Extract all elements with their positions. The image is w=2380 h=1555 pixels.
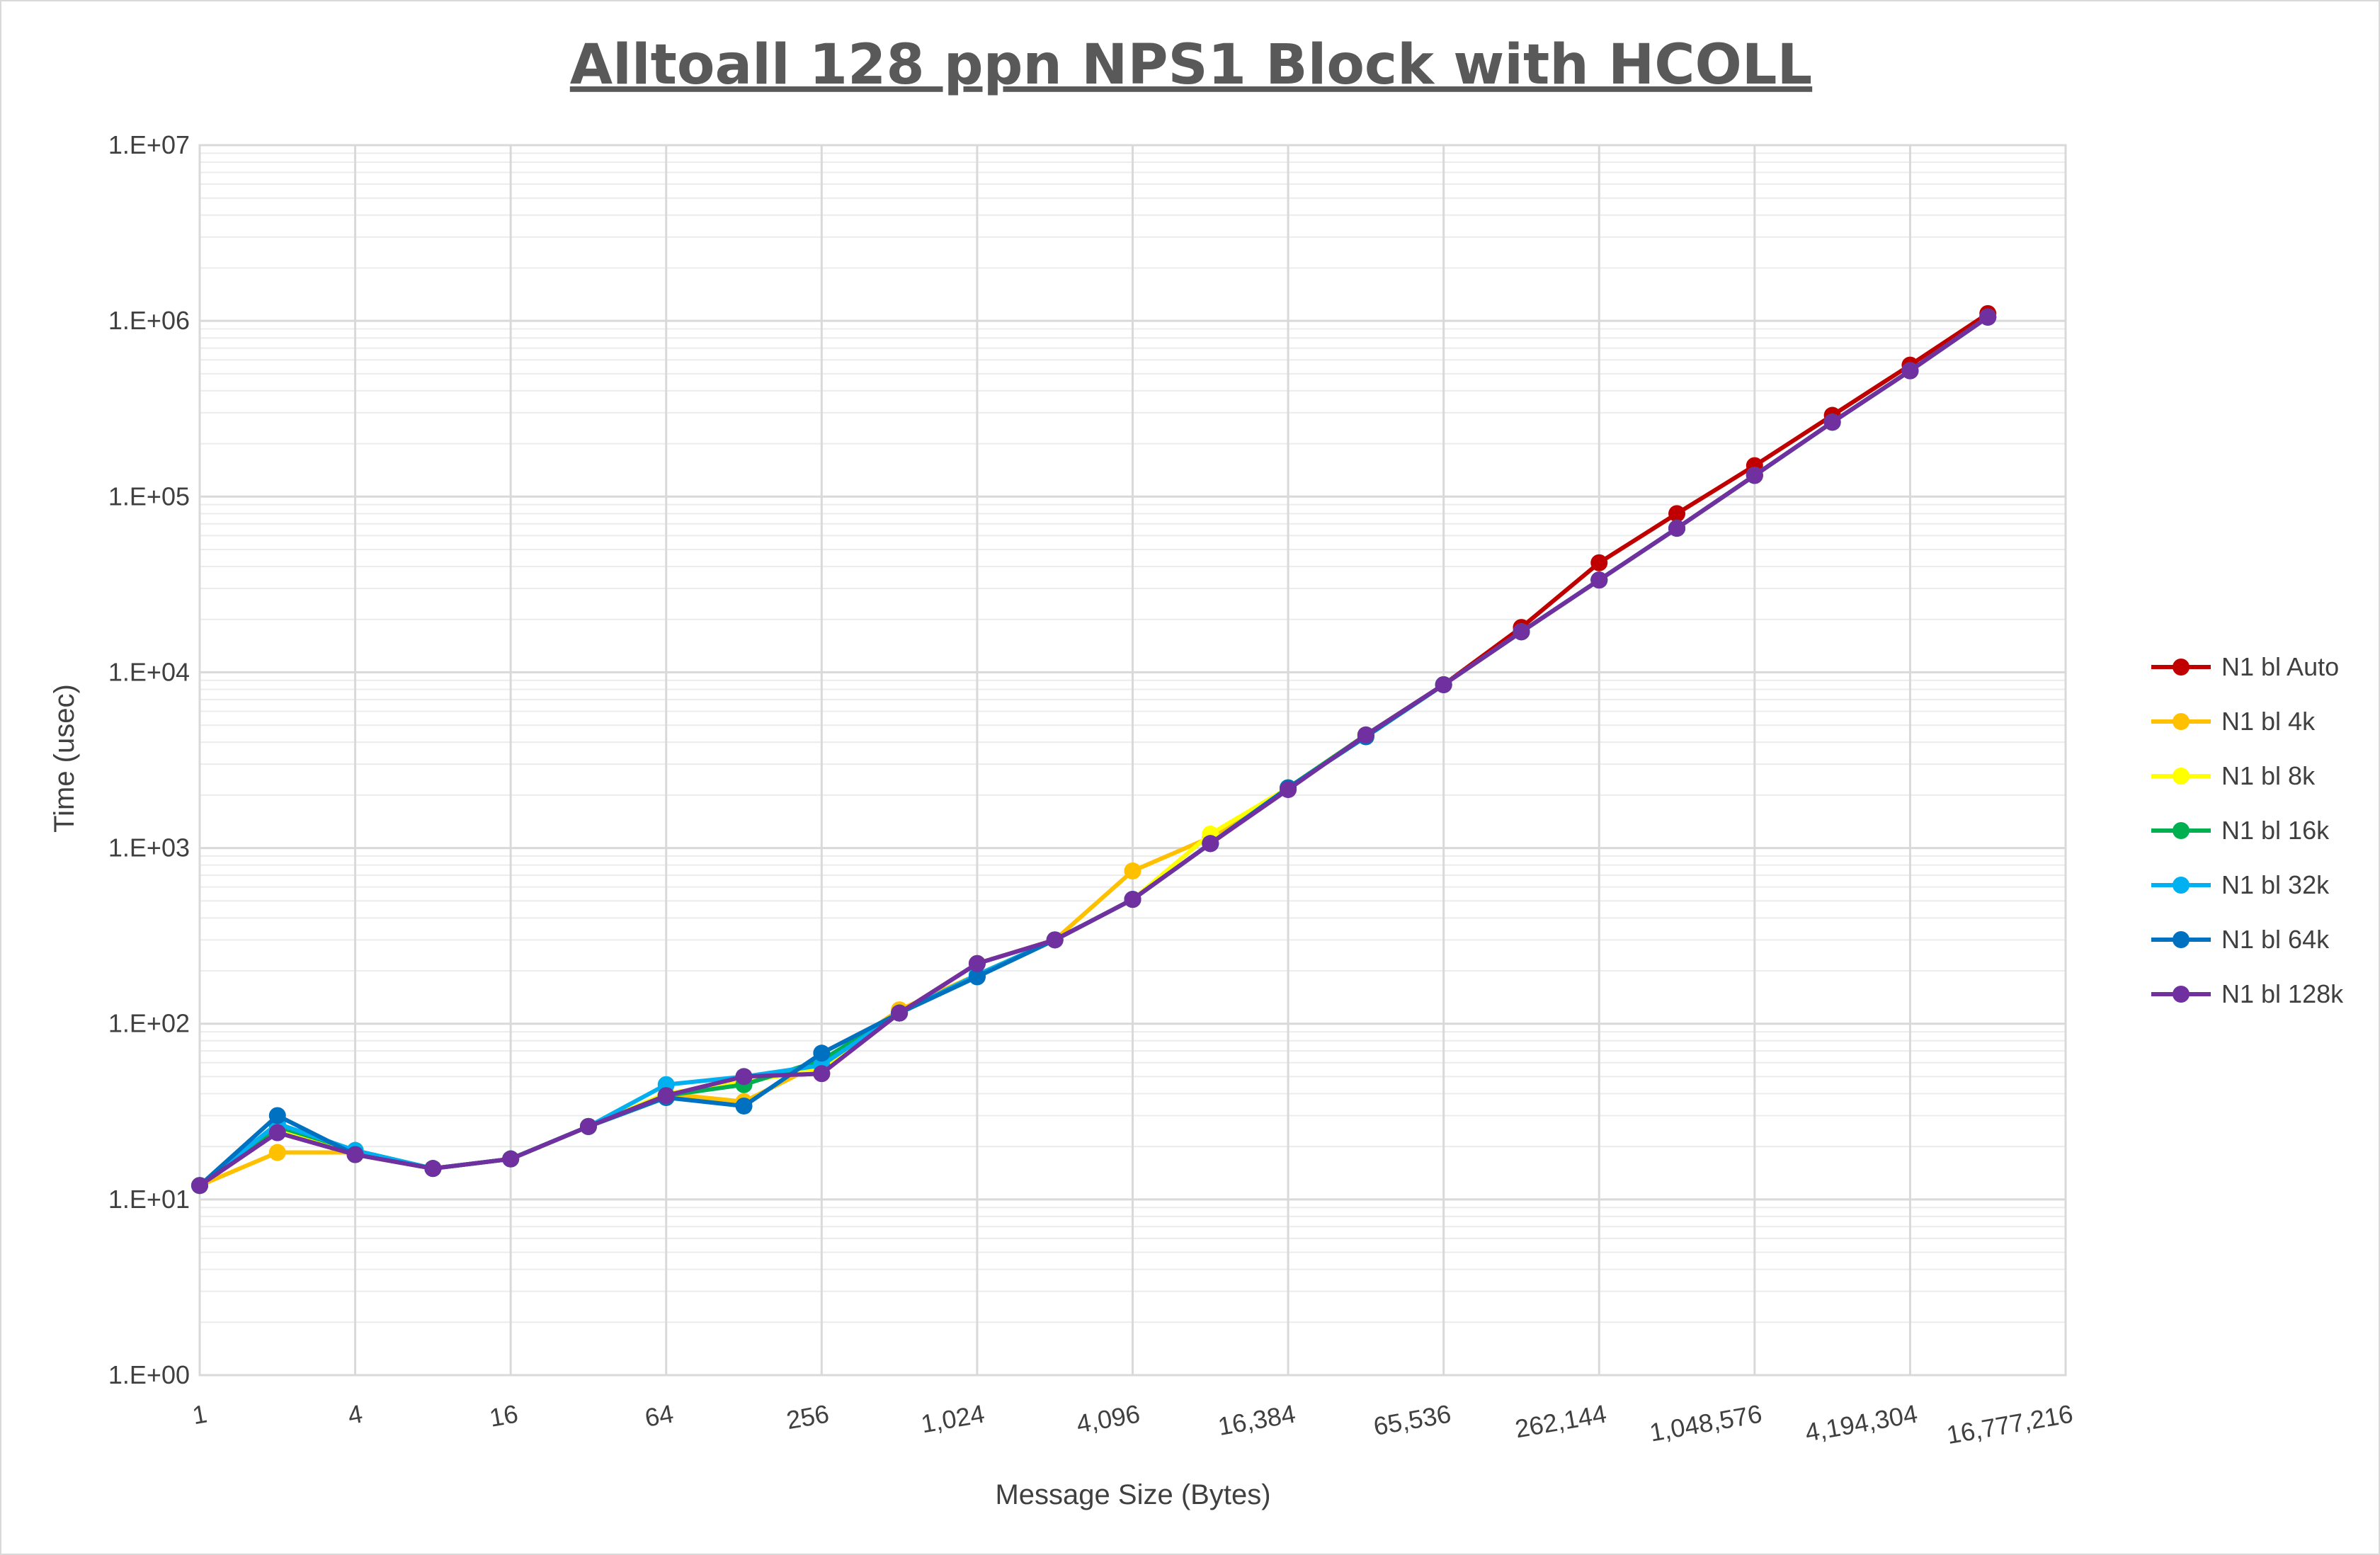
data-point [1124,891,1141,908]
legend-label: N1 bl 16k [2221,816,2330,845]
legend-swatch-marker [2173,877,2190,894]
data-point [502,1150,520,1168]
y-axis-label: Time (usec) [49,684,80,833]
series-line [198,315,1989,1187]
data-point [1979,308,1997,326]
y-tick-label: 1.E+06 [108,306,190,335]
data-point [424,1160,442,1178]
data-point [1202,835,1219,853]
y-tick-label: 1.E+04 [108,657,190,686]
y-tick-label: 1.E+07 [108,130,190,159]
legend: N1 bl Auto N1 bl 4k N1 bl 8k N1 bl 16k N1 bl… [2151,652,2344,1008]
data-point [1280,781,1297,799]
data-point [1668,520,1686,537]
legend-label: N1 bl 4k [2221,707,2316,736]
data-point [1513,623,1530,641]
data-point [191,1177,208,1195]
data-point [268,1124,286,1141]
series-n1-bl-128k [191,308,1997,1195]
data-point [1668,505,1686,523]
data-point [346,1146,364,1163]
legend-label: N1 bl 8k [2221,761,2316,790]
x-tick-label: 1,048,576 [1647,1399,1764,1447]
data-point [735,1068,753,1086]
data-point [268,1144,286,1161]
x-tick-label: 16 [487,1399,520,1432]
data-point [1046,931,1064,949]
data-point [968,955,986,972]
legend-swatch-marker [2173,986,2190,1003]
data-point [1823,414,1841,431]
series-n1-bl-auto [191,304,1997,1195]
x-tick-label: 262,144 [1513,1399,1608,1444]
legend-label: N1 bl 128k [2221,979,2344,1008]
y-tick-label: 1.E+02 [108,1009,190,1038]
y-axis-tick-labels: 1.E+00 1.E+01 1.E+02 1.E+03 1.E+04 1.E+05 1.E+… [108,130,190,1389]
plot-border [198,144,2067,1377]
series-line [198,315,1989,1187]
x-tick-label: 64 [643,1399,676,1432]
series-n1-bl-64k [191,308,1997,1195]
x-tick-label: 65,536 [1371,1399,1453,1441]
x-tick-label: 256 [784,1399,831,1435]
chart-title: Alltoall 128 ppn NPS1 Block with HCOLL [570,33,1812,97]
data-point [813,1044,831,1062]
series-n1-bl-4k [191,308,1997,1195]
legend-label: N1 bl Auto [2221,652,2339,681]
data-point [579,1117,597,1135]
data-point [1590,554,1608,571]
series-line [198,315,1989,1187]
data-point [1124,862,1141,880]
series-n1-bl-32k [191,308,1997,1195]
data-point [1357,726,1374,744]
data-point [1590,571,1608,589]
data-point [891,1004,909,1022]
data-point [657,1087,675,1105]
data-point [813,1065,831,1083]
series-n1-bl-16k [191,308,1997,1195]
x-tick-label: 4,096 [1074,1399,1142,1439]
data-point [1901,362,1919,380]
y-tick-label: 1.E+01 [108,1185,190,1214]
major-gridlines [198,144,2067,1377]
x-tick-label: 16,384 [1216,1399,1298,1441]
x-tick-label: 16,777,216 [1945,1399,2076,1450]
legend-swatch-marker [2173,713,2190,730]
y-tick-label: 1.E+03 [108,833,190,862]
data-point [1746,467,1763,484]
series-line [198,315,1989,1187]
series-line [198,315,1989,1187]
data-point [968,968,986,986]
series-lines [191,304,1997,1195]
x-tick-label: 1 [190,1399,210,1430]
series-line [198,315,1989,1187]
y-tick-label: 1.E+00 [108,1360,190,1389]
series-n1-bl-8k [191,308,1997,1195]
x-axis-tick-labels: 1 4 16 64 256 1,024 4,096 16,384 65,536 262,144 1,… [190,1399,2076,1450]
legend-swatch-marker [2173,659,2190,676]
legend-swatch-marker [2173,768,2190,785]
data-point [1435,676,1452,693]
legend-label: N1 bl 32k [2221,870,2330,899]
x-tick-label: 4 [346,1399,365,1430]
x-tick-label: 1,024 [918,1399,986,1439]
x-axis-label: Message Size (Bytes) [995,1479,1270,1510]
x-tick-label: 4,194,304 [1803,1399,1920,1447]
legend-swatch-marker [2173,822,2190,839]
y-tick-label: 1.E+05 [108,482,190,511]
data-point [268,1107,286,1124]
legend-label: N1 bl 64k [2221,925,2330,954]
legend-swatch-marker [2173,931,2190,948]
data-point [735,1097,753,1115]
